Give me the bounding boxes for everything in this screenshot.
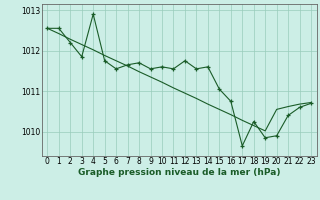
X-axis label: Graphe pression niveau de la mer (hPa): Graphe pression niveau de la mer (hPa) — [78, 168, 280, 177]
